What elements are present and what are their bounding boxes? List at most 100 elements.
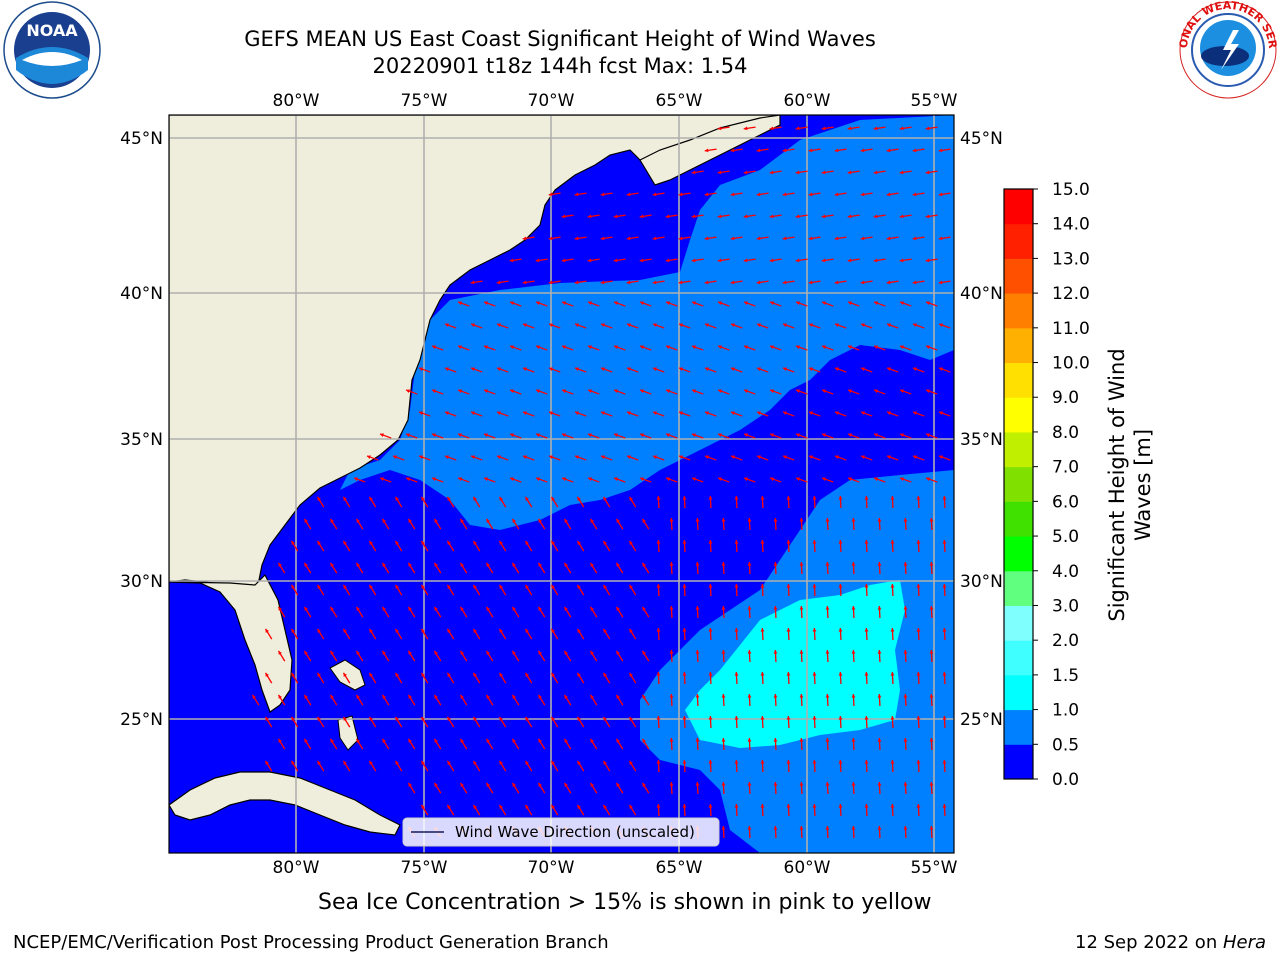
wind-arrow-head — [408, 782, 412, 787]
wind-arrow-head — [834, 192, 839, 197]
wind-arrow-head — [575, 411, 579, 415]
wind-arrow-head — [939, 323, 943, 327]
wind-arrow-head — [822, 301, 826, 305]
wind-arrow-head — [744, 389, 748, 393]
wind-arrow-head — [860, 192, 865, 197]
wind-arrow-head — [890, 496, 895, 500]
lon-labels-top: 80°W 75°W 70°W 65°W 60°W 55°W — [273, 91, 958, 111]
wind-arrow-head — [721, 826, 726, 830]
wind-arrow-head — [938, 148, 943, 153]
wind-arrow-head — [499, 584, 503, 589]
wind-arrow-head — [926, 433, 930, 437]
wind-arrow-head — [603, 628, 607, 633]
wind-arrow-head — [265, 628, 269, 633]
wind-arrow-head — [860, 148, 865, 153]
wind-arrow-head — [656, 804, 661, 808]
wind-arrow-head — [588, 345, 592, 349]
wind-arrow-head — [925, 214, 930, 219]
wind-arrow-head — [903, 782, 908, 786]
wind-arrow-head — [458, 345, 462, 349]
wind-arrow-head — [265, 760, 269, 765]
wind-arrow-head — [822, 389, 826, 393]
wind-arrow-head — [434, 694, 438, 699]
wind-arrow-head — [773, 782, 778, 786]
wind-arrow-head — [587, 214, 592, 219]
wind-arrow-head — [575, 367, 579, 371]
colorbar-swatch — [1004, 605, 1033, 641]
lon-label: 75°W — [401, 91, 448, 111]
wind-arrow-head — [890, 584, 895, 588]
wind-arrow-head — [330, 518, 334, 523]
wind-arrow-head — [848, 433, 852, 437]
wind-arrow-head — [848, 477, 852, 481]
wind-arrow-head — [721, 606, 726, 610]
nws-logo: NATIONAL WEATHER SERVICE — [1177, 0, 1279, 99]
wind-arrow-head — [536, 301, 540, 305]
wind-arrow-head — [590, 782, 594, 787]
wind-arrow-head — [721, 562, 726, 566]
wind-arrow-head — [600, 192, 605, 197]
wind-arrow-head — [549, 455, 553, 459]
wind-arrow-head — [691, 214, 696, 219]
wind-arrow-head — [278, 562, 282, 567]
wind-arrow-head — [642, 606, 646, 611]
wind-arrow-head — [890, 628, 895, 632]
wind-arrow-head — [588, 301, 592, 305]
wind-arrow-head — [942, 716, 947, 720]
wind-arrow-head — [903, 562, 908, 566]
wind-arrow-head — [900, 433, 904, 437]
wind-arrow-head — [510, 345, 514, 349]
wind-arrow-head — [773, 518, 778, 522]
wind-arrow-head — [629, 672, 633, 677]
wind-arrow-head — [886, 192, 891, 197]
wind-arrow-head — [447, 716, 451, 721]
wind-arrow-head — [538, 606, 542, 611]
wind-arrow-head — [562, 345, 566, 349]
colorbar-swatch — [1004, 536, 1033, 572]
wind-arrow-head — [653, 323, 657, 327]
wind-arrow-head — [929, 738, 934, 742]
wind-arrow-head — [682, 628, 687, 632]
wind-arrow-head — [744, 345, 748, 349]
wind-arrow-head — [809, 455, 813, 459]
wind-arrow-head — [899, 258, 904, 263]
wind-arrow-head — [421, 628, 425, 633]
wind-arrow-head — [616, 650, 620, 655]
wind-arrow-head — [916, 804, 921, 808]
wind-arrow-head — [640, 389, 644, 393]
wind-arrow-head — [809, 323, 813, 327]
wind-arrow-head — [512, 606, 516, 611]
wind-arrow-head — [590, 606, 594, 611]
wind-arrow-head — [773, 562, 778, 566]
wind-arrow-head — [330, 562, 334, 567]
wind-arrow-head — [795, 170, 800, 175]
wind-arrow-head — [825, 606, 830, 610]
colorbar-swatch — [1004, 466, 1033, 502]
wind-arrow-head — [458, 389, 462, 393]
wind-arrow-head — [653, 411, 657, 415]
wind-arrow-head — [731, 455, 735, 459]
colorbar-tick-label: 1.0 — [1052, 701, 1079, 721]
wind-arrow-head — [588, 477, 592, 481]
wind-arrow-head — [356, 650, 360, 655]
wind-arrow-head — [304, 694, 308, 699]
wind-arrow-head — [848, 301, 852, 305]
wind-arrow-head — [408, 562, 412, 567]
colorbar-tick-label: 15.0 — [1052, 180, 1090, 200]
wind-arrow-head — [718, 389, 722, 393]
colorbar-tick-label: 11.0 — [1052, 319, 1090, 339]
land-florida — [169, 573, 293, 713]
wind-arrow-head — [718, 433, 722, 437]
wind-arrow-head — [864, 804, 869, 808]
wind-arrow-head — [577, 716, 581, 721]
wind-arrow-head — [564, 562, 568, 567]
wind-arrow-head — [783, 455, 787, 459]
wind-arrow-head — [564, 782, 568, 787]
wind-arrow-head — [874, 389, 878, 393]
wind-arrow-head — [731, 411, 735, 415]
wind-arrow-head — [330, 694, 334, 699]
wind-arrow-head — [799, 518, 804, 522]
wind-arrow-head — [445, 411, 449, 415]
wind-arrow-head — [939, 455, 943, 459]
wind-arrow-head — [760, 760, 765, 764]
